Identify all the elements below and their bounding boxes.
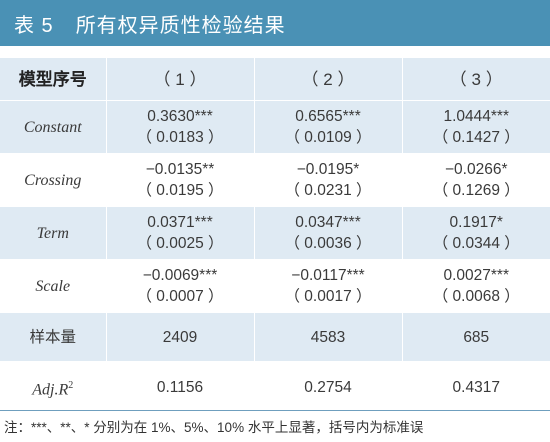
header-col-1: （ 1 ） [105,57,254,101]
standard-error: （ 0.0036 ） [284,235,372,252]
table-row: Scale −0.0069*** （ 0.0007 ） −0.0117*** （ 0… [0,259,550,313]
row-label: Term [0,206,106,260]
table-bottom-rule [0,410,550,411]
header-label: 模型序号 [0,57,106,101]
standard-error: （ 0.0109 ） [284,129,372,146]
row-label: Adj.R2 [0,361,106,413]
table-cell: 2409 [105,312,254,362]
adj-r2-superscript: 2 [68,379,74,391]
coefficient: −0.0195* [296,161,360,178]
coefficient: 0.0371*** [147,214,213,231]
table-row: Crossing −0.0135** （ 0.0195 ） −0.0195* （ 0… [0,153,550,207]
header-col-3: （ 3 ） [401,57,550,101]
standard-error: （ 0.0183 ） [136,129,224,146]
row-label: Crossing [0,153,106,207]
table-cell: −0.0135** （ 0.0195 ） [105,153,254,207]
coefficient: −0.0069*** [142,267,218,284]
row-label: Scale [0,259,106,313]
table-cell: −0.0195* （ 0.0231 ） [253,153,402,207]
table-note: 注：***、**、* 分别为在 1%、5%、10% 水平上显著，括号内为标准误 [4,420,424,435]
standard-error: （ 0.0344 ） [432,235,520,252]
table-title: 表 5 所有权异质性检验结果 [0,0,550,46]
results-table: 模型序号 （ 1 ） （ 2 ） （ 3 ） Constant 0.3630**… [0,57,550,413]
table-cell: 0.0371*** （ 0.0025 ） [105,206,254,260]
header-row: 模型序号 （ 1 ） （ 2 ） （ 3 ） [0,57,550,101]
standard-error: （ 0.0025 ） [136,235,224,252]
row-label: Constant [0,100,106,154]
coefficient: 0.6565*** [295,108,361,125]
table-row: Constant 0.3630*** （ 0.0183 ） 0.6565*** （ … [0,100,550,154]
standard-error: （ 0.0195 ） [136,182,224,199]
coefficient: 0.0347*** [295,214,361,231]
table-cell: −0.0069*** （ 0.0007 ） [105,259,254,313]
table-cell: 0.4317 [401,361,550,413]
table-cell: −0.0117*** （ 0.0017 ） [253,259,402,313]
table-cell: 1.0444*** （ 0.1427 ） [401,100,550,154]
coefficient: 0.1917* [449,214,503,231]
table-cell: 4583 [253,312,402,362]
coefficient: −0.0266* [445,161,508,178]
adj-r2-row: Adj.R2 0.1156 0.2754 0.4317 [0,361,550,413]
table-number: 表 5 [14,14,54,37]
coefficient: 1.0444*** [443,108,509,125]
coefficient: 0.0027*** [443,267,509,284]
standard-error: （ 0.0068 ） [432,288,520,305]
standard-error: （ 0.1269 ） [432,182,520,199]
standard-error: （ 0.0007 ） [136,288,224,305]
standard-error: （ 0.0231 ） [284,182,372,199]
adj-r2-label: Adj.R [32,381,69,399]
table-cell: −0.0266* （ 0.1269 ） [401,153,550,207]
row-label: 样本量 [0,312,106,362]
coefficient: 0.3630*** [147,108,213,125]
coefficient: −0.0135** [145,161,215,178]
table-cell: 685 [401,312,550,362]
table-cell: 0.6565*** （ 0.0109 ） [253,100,402,154]
standard-error: （ 0.1427 ） [432,129,520,146]
sample-size-row: 样本量 2409 4583 685 [0,312,550,362]
table-row: Term 0.0371*** （ 0.0025 ） 0.0347*** （ 0.00… [0,206,550,260]
table-cell: 0.1156 [105,361,254,413]
table-cell: 0.3630*** （ 0.0183 ） [105,100,254,154]
table-cell: 0.2754 [253,361,402,413]
table-cell: 0.0027*** （ 0.0068 ） [401,259,550,313]
standard-error: （ 0.0017 ） [284,288,372,305]
coefficient: −0.0117*** [291,267,365,284]
table-title-text: 所有权异质性检验结果 [75,14,286,37]
table-cell: 0.0347*** （ 0.0036 ） [253,206,402,260]
header-col-2: （ 2 ） [253,57,402,101]
table-cell: 0.1917* （ 0.0344 ） [401,206,550,260]
